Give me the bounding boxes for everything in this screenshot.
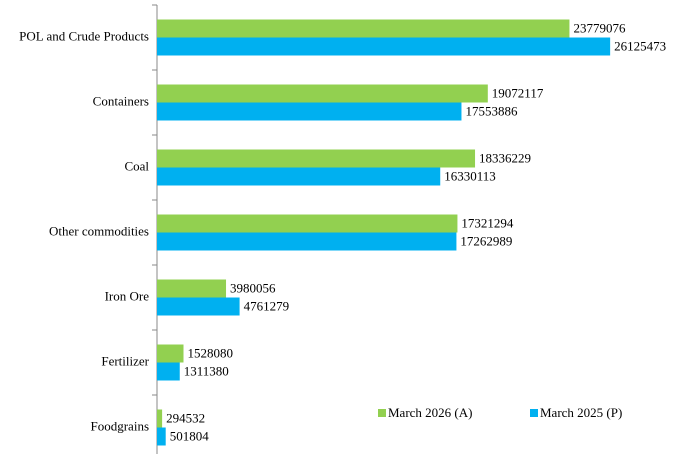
data-label: 19072117 (492, 85, 544, 100)
data-label: 4761279 (244, 298, 290, 313)
bar (157, 297, 240, 316)
data-label: 18336229 (479, 150, 531, 165)
y-tick-label: Coal (124, 158, 149, 173)
legend-label: March 2025 (P) (540, 405, 622, 420)
legend-swatch (530, 409, 538, 417)
data-label: 17262989 (460, 233, 512, 248)
data-label: 16330113 (444, 168, 496, 183)
data-label: 3980056 (230, 280, 276, 295)
bar (157, 344, 184, 363)
data-label: 1528080 (188, 345, 234, 360)
data-label: 17321294 (461, 215, 513, 230)
bar (157, 279, 227, 298)
bar (157, 102, 462, 121)
bar (157, 214, 458, 233)
data-label: 294532 (166, 410, 205, 425)
y-tick-label: Containers (93, 93, 149, 108)
bar (157, 37, 611, 56)
bar (157, 427, 166, 446)
bar (157, 84, 488, 103)
y-tick-label: Fertilizer (101, 353, 149, 368)
bar (157, 167, 441, 186)
bar (157, 362, 180, 381)
bar (157, 232, 457, 251)
data-label: 23779076 (573, 20, 626, 35)
legend-swatch (378, 409, 386, 417)
data-label: 501804 (170, 428, 210, 443)
data-label: 1311380 (184, 363, 229, 378)
y-tick-label: POL and Crude Products (19, 28, 149, 43)
data-label: 17553886 (465, 103, 518, 118)
bar (157, 149, 476, 168)
y-tick-label: Other commodities (49, 223, 149, 238)
y-tick-label: Foodgrains (91, 418, 150, 433)
bar (157, 409, 163, 428)
bar (157, 19, 570, 38)
data-label: 26125473 (614, 38, 666, 53)
legend-label: March 2026 (A) (388, 405, 472, 420)
y-tick-label: Iron Ore (105, 288, 150, 303)
